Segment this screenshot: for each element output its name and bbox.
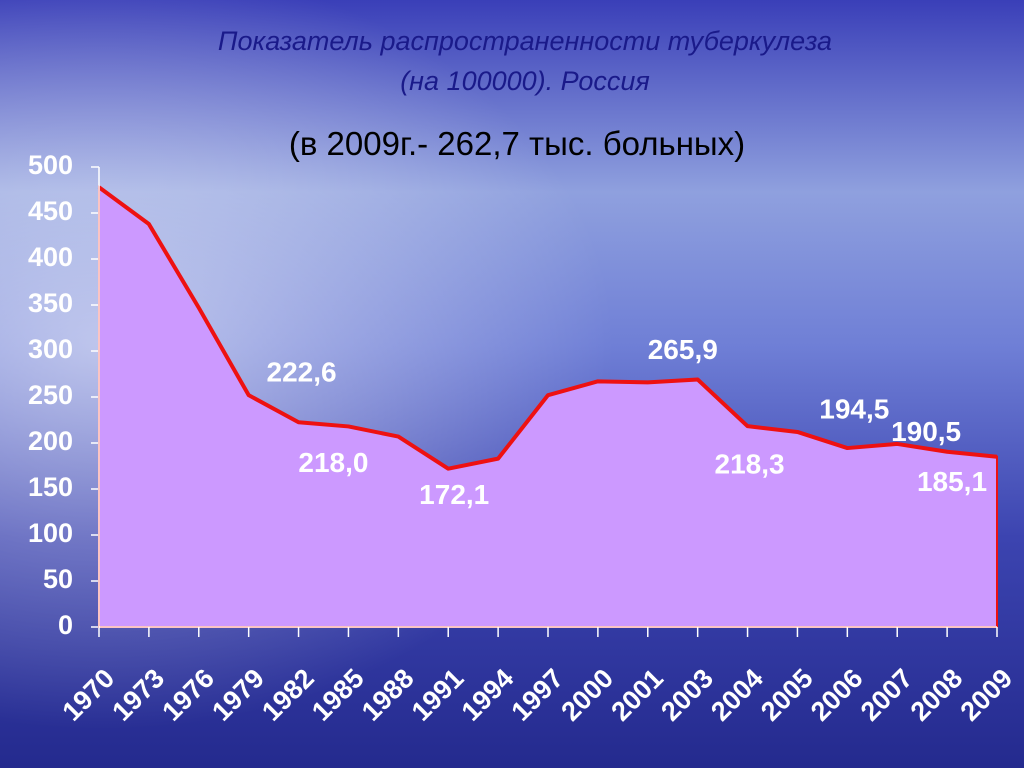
value-label: 222,6	[267, 357, 337, 388]
value-label: 185,1	[917, 466, 987, 497]
value-label: 190,5	[891, 416, 961, 447]
y-tick-label: 200	[28, 426, 73, 456]
y-tick-label: 0	[58, 610, 73, 640]
y-tick-label: 450	[28, 196, 73, 226]
y-tick-label: 100	[28, 518, 73, 548]
value-label: 218,3	[715, 449, 785, 480]
y-tick-label: 350	[28, 288, 73, 318]
chart-title: Показатель распространенности туберкулез…	[218, 26, 832, 56]
value-label: 172,1	[419, 479, 489, 510]
value-label: 218,0	[298, 447, 368, 478]
value-label: 194,5	[819, 393, 889, 424]
y-tick-label: 500	[28, 150, 73, 180]
value-label: 265,9	[648, 334, 718, 365]
y-tick-label: 50	[43, 564, 73, 594]
chart-title: (на 100000). Россия	[400, 66, 650, 96]
y-tick-label: 300	[28, 334, 73, 364]
chart-subtitle: (в 2009г.- 262,7 тыс. больных)	[289, 125, 745, 162]
line	[97, 185, 998, 471]
y-tick-label: 150	[28, 472, 73, 502]
y-tick-label: 250	[28, 380, 73, 410]
y-tick-label: 400	[28, 242, 73, 272]
